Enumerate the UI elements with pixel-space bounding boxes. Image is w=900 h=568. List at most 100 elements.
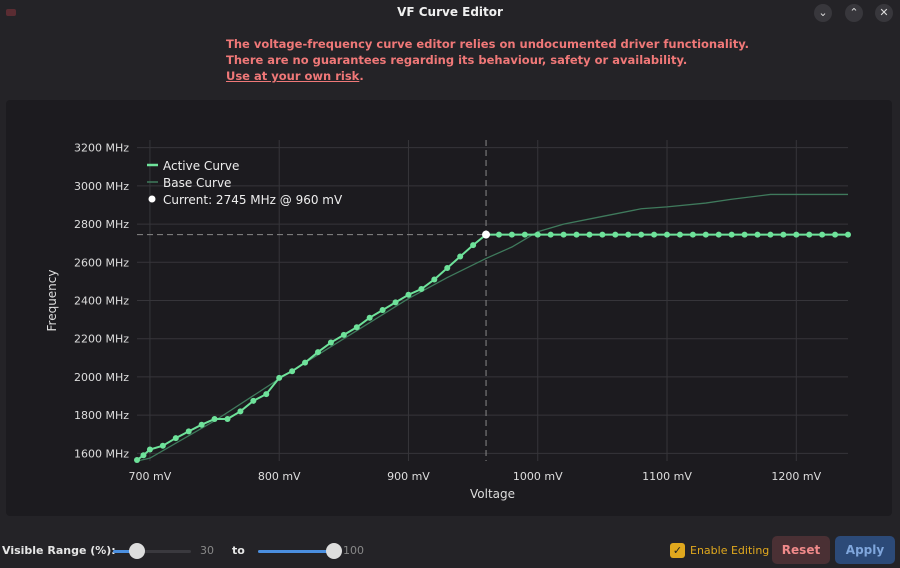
active-curve-point bbox=[172, 435, 179, 442]
active-curve-point bbox=[211, 415, 218, 422]
y-tick-label: 3200 MHz bbox=[74, 142, 129, 155]
active-curve-point bbox=[340, 331, 347, 338]
active-curve-point bbox=[302, 359, 309, 366]
active-curve-point bbox=[444, 265, 451, 272]
window-title: VF Curve Editor bbox=[397, 5, 503, 19]
active-curve-point bbox=[276, 374, 283, 381]
y-tick-label: 2400 MHz bbox=[74, 295, 129, 308]
active-curve-point bbox=[793, 231, 800, 238]
warning-line-2: There are no guarantees regarding its be… bbox=[226, 53, 688, 67]
active-curve-point bbox=[198, 421, 205, 428]
range-min-value: 30 bbox=[200, 544, 214, 557]
x-tick-label: 900 mV bbox=[387, 470, 430, 483]
close-button[interactable]: ✕ bbox=[875, 4, 893, 22]
active-curve-point bbox=[741, 231, 748, 238]
range-max-value: 100 bbox=[343, 544, 364, 557]
range-min-track[interactable] bbox=[113, 550, 191, 553]
active-curve-point bbox=[250, 397, 257, 404]
active-curve-point bbox=[224, 415, 231, 422]
reset-button[interactable]: Reset bbox=[772, 536, 830, 564]
active-curve-point bbox=[379, 307, 386, 314]
legend-current-marker bbox=[148, 195, 156, 203]
legend-current-label: Current: 2745 MHz @ 960 mV bbox=[163, 193, 343, 207]
apply-button[interactable]: Apply bbox=[835, 536, 895, 564]
active-curve-point bbox=[495, 231, 502, 238]
active-curve-point bbox=[676, 231, 683, 238]
y-axis-label: Frequency bbox=[45, 270, 59, 332]
range-min-slider-handle[interactable] bbox=[129, 543, 145, 559]
app-icon bbox=[6, 9, 16, 16]
active-curve-point bbox=[508, 231, 515, 238]
chart-panel bbox=[6, 100, 892, 516]
active-curve-point bbox=[625, 231, 632, 238]
active-curve-point bbox=[314, 349, 321, 356]
active-curve-point bbox=[728, 231, 735, 238]
active-curve-point bbox=[457, 253, 464, 260]
y-tick-label: 1800 MHz bbox=[74, 409, 129, 422]
active-curve-point bbox=[418, 286, 425, 293]
active-curve-point bbox=[767, 231, 774, 238]
active-curve-point bbox=[702, 231, 709, 238]
range-max-slider-handle[interactable] bbox=[326, 543, 342, 559]
active-curve-point bbox=[599, 231, 606, 238]
legend-active-label: Active Curve bbox=[163, 159, 239, 173]
enable-editing-checkbox[interactable]: ✓ bbox=[670, 543, 685, 558]
active-curve-point bbox=[754, 231, 761, 238]
y-tick-label: 2600 MHz bbox=[74, 256, 129, 269]
active-curve-point bbox=[159, 442, 166, 449]
minimize-button[interactable]: ⌄ bbox=[814, 4, 832, 22]
active-curve-point bbox=[689, 231, 696, 238]
warning-suffix: . bbox=[359, 69, 364, 83]
active-curve-point bbox=[651, 231, 658, 238]
active-curve-point bbox=[140, 452, 147, 459]
active-curve-point bbox=[612, 231, 619, 238]
active-curve-point bbox=[353, 324, 360, 331]
active-curve-line bbox=[136, 233, 848, 461]
active-curve-point bbox=[431, 276, 438, 283]
range-min-fill bbox=[113, 550, 137, 553]
y-tick-label: 3000 MHz bbox=[74, 180, 129, 193]
to-label: to bbox=[232, 544, 245, 557]
active-curve-point bbox=[819, 231, 826, 238]
x-tick-label: 1000 mV bbox=[513, 470, 563, 483]
active-curve-point bbox=[521, 231, 528, 238]
visible-range-label: Visible Range (%): bbox=[2, 544, 116, 557]
active-curve-point bbox=[547, 231, 554, 238]
active-curve-point bbox=[263, 391, 270, 398]
warning-line-1: The voltage-frequency curve editor relie… bbox=[226, 37, 750, 51]
y-tick-label: 2200 MHz bbox=[74, 333, 129, 346]
active-curve-point bbox=[392, 299, 399, 306]
y-tick-label: 2000 MHz bbox=[74, 371, 129, 384]
active-curve-point bbox=[560, 231, 567, 238]
active-curve-point bbox=[534, 231, 541, 238]
active-curve-point bbox=[470, 242, 477, 249]
active-curve-point bbox=[780, 231, 787, 238]
title-bar: VF Curve Editor ⌄ ⌃ ✕ bbox=[0, 0, 900, 26]
active-curve-point bbox=[146, 446, 153, 453]
active-curve-point bbox=[405, 291, 412, 298]
active-curve-point bbox=[832, 231, 839, 238]
x-tick-label: 1100 mV bbox=[642, 470, 692, 483]
enable-editing-label[interactable]: Enable Editing bbox=[690, 544, 770, 557]
active-curve-point bbox=[845, 231, 851, 238]
range-max-fill bbox=[258, 550, 336, 553]
risk-link[interactable]: Use at your own risk bbox=[226, 69, 360, 83]
y-tick-label: 2800 MHz bbox=[74, 218, 129, 231]
active-curve-point bbox=[366, 314, 373, 321]
maximize-button[interactable]: ⌃ bbox=[845, 4, 863, 22]
active-curve-point bbox=[806, 231, 813, 238]
current-point-marker bbox=[482, 230, 491, 239]
active-curve-point bbox=[185, 428, 192, 435]
active-curve-point bbox=[134, 457, 140, 464]
active-curve-point bbox=[237, 408, 244, 415]
active-curve-point bbox=[715, 231, 722, 238]
y-tick-label: 1600 MHz bbox=[74, 447, 129, 460]
active-curve-point bbox=[289, 368, 296, 375]
active-curve-point bbox=[638, 231, 645, 238]
x-tick-label: 700 mV bbox=[129, 470, 172, 483]
active-curve-point bbox=[664, 231, 671, 238]
x-tick-label: 1200 mV bbox=[771, 470, 821, 483]
x-axis-label: Voltage bbox=[470, 487, 515, 501]
legend-base-label: Base Curve bbox=[163, 176, 231, 190]
